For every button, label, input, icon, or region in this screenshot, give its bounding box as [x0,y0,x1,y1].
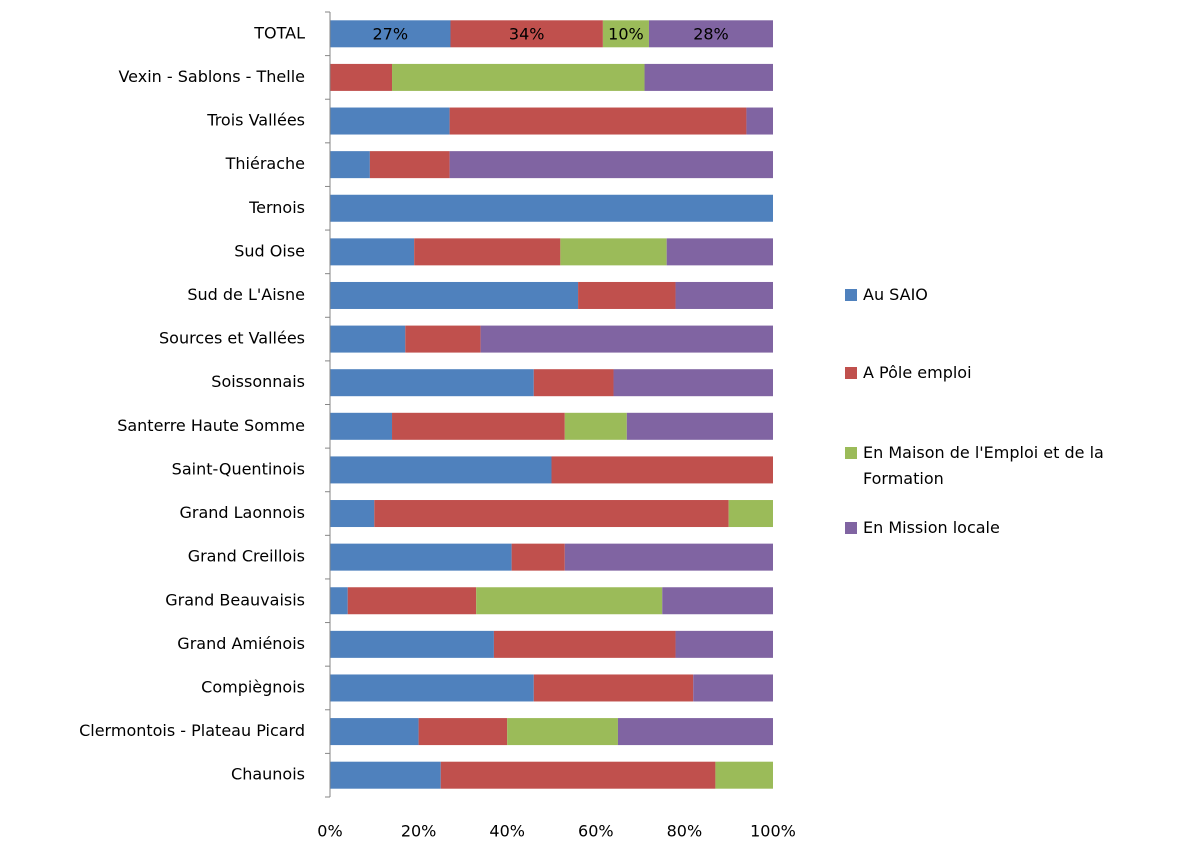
bar-segment [449,151,773,179]
bar-segment [511,543,565,571]
bar-segment [330,718,419,746]
data-label: 10% [608,24,644,43]
bar-segment [507,718,618,746]
bar-segment [330,151,370,179]
bar-segment [330,674,534,702]
legend-label: En Mission locale [863,518,1000,537]
x-tick-label: 80% [667,822,703,841]
bar-segment [418,718,508,746]
bar-segment [330,412,393,440]
bar-segment [644,63,773,91]
y-tick-label: Vexin - Sablons - Thelle [118,67,305,86]
bar-segment [392,63,645,91]
bar-segment [330,238,415,266]
bar-segment [330,456,552,484]
bar-segment [450,20,603,48]
bar-segment [369,151,450,179]
bar-segment [330,587,348,615]
y-tick-label: TOTAL [253,23,305,42]
legend-swatch [845,522,857,534]
bar-segment [578,281,676,309]
y-tick-label: Sud de L'Aisne [187,285,305,304]
y-tick-label: Grand Amiénois [177,634,305,653]
bar-segment [564,543,773,571]
legend-swatch [845,367,857,379]
bar-segment [564,412,627,440]
y-tick-label: Chaunois [231,765,305,784]
bar-segment [613,369,773,397]
legend-item: Au SAIO [845,282,1178,308]
bar-segment [330,107,450,135]
bar-segment [330,630,494,658]
bar-segment [440,761,716,789]
x-tick-label: 60% [578,822,614,841]
bar-segment [330,543,512,571]
bar-segment [480,325,773,353]
bar-segment [675,630,773,658]
legend-item: A Pôle emploi [845,360,1178,386]
bar-segment [392,412,565,440]
y-tick-label: Ternois [248,198,305,217]
bar-segment [330,500,375,528]
legend-label: Au SAIO [863,285,928,304]
data-label: 28% [693,24,729,43]
bar-segment [675,281,773,309]
y-tick-label: Compiègnois [201,677,305,696]
legend-label: En Maison de l'Emploi et de la Formation [863,443,1104,488]
bar-segment [746,107,773,135]
bar-segment [626,412,773,440]
y-tick-label: Santerre Haute Somme [117,416,305,435]
bar-segment [476,587,663,615]
x-tick-label: 100% [750,822,796,841]
bar-segment [533,674,694,702]
y-tick-label: Soissonnais [211,372,305,391]
bar-segment [728,500,773,528]
x-tick-label: 20% [401,822,437,841]
y-tick-label: Sources et Vallées [159,329,305,348]
bar-segment [533,369,614,397]
bar-segment [330,281,579,309]
bar-segment [602,20,649,48]
y-tick-label: Grand Laonnois [179,503,305,522]
legend-label: A Pôle emploi [863,363,972,382]
data-label: 34% [509,24,545,43]
x-tick-label: 0% [317,822,342,841]
bar-segment [560,238,667,266]
bar-segment [551,456,773,484]
bar-segment [330,325,406,353]
bar-segment [449,107,747,135]
bar-segment [693,674,773,702]
bar-segment [405,325,481,353]
x-tick-label: 40% [489,822,525,841]
bar-segment [493,630,676,658]
legend-item: En Maison de l'Emploi et de la Formation [845,440,1178,492]
bar-segment [374,500,729,528]
bar-segment [414,238,561,266]
y-tick-label: Saint-Quentinois [172,459,305,478]
y-tick-label: Thiérache [225,154,305,173]
y-tick-label: Clermontois - Plateau Picard [79,721,305,740]
bar-segment [666,238,773,266]
bar-segment [662,587,773,615]
legend-swatch [845,447,857,459]
y-tick-label: Trois Vallées [206,111,305,130]
y-tick-label: Sud Oise [234,241,305,260]
bar-segment [347,587,477,615]
bar-segment [330,761,441,789]
bar-segment [330,63,393,91]
bar-segment [330,369,534,397]
y-tick-label: Grand Beauvaisis [165,590,305,609]
data-label: 27% [372,24,408,43]
bar-segment [648,20,773,48]
bar-segment [330,194,773,222]
y-tick-label: Grand Creillois [188,547,305,566]
bar-segment [617,718,773,746]
bar-segment [330,20,451,48]
legend-swatch [845,289,857,301]
legend-item: En Mission locale [845,515,1178,541]
bar-segment [715,761,773,789]
